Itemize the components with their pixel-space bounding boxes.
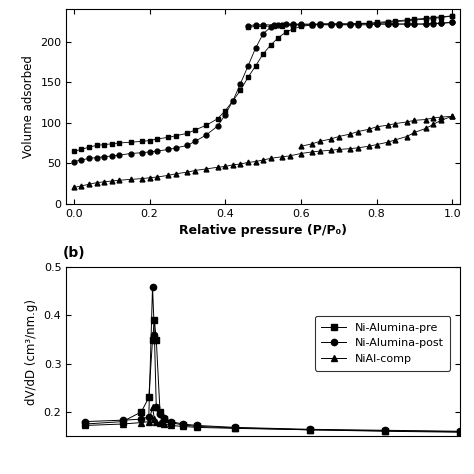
Ni-Alumina-post: [82, 419, 88, 424]
Ni-Alumina-post: [146, 414, 152, 419]
Line: Ni-Alumina-pre: Ni-Alumina-pre: [82, 317, 463, 435]
Ni-Alumina-pre: [120, 419, 126, 424]
NiAl-comp: [180, 424, 185, 429]
Ni-Alumina-pre: [168, 419, 174, 425]
Ni-Alumina-pre: [457, 429, 463, 435]
Y-axis label: Volume adsorbed: Volume adsorbed: [22, 55, 35, 158]
Ni-Alumina-pre: [154, 337, 159, 342]
Ni-Alumina-post: [154, 404, 159, 410]
Ni-Alumina-pre: [138, 409, 144, 415]
Ni-Alumina-post: [382, 428, 388, 433]
NiAl-comp: [152, 416, 157, 422]
Ni-Alumina-pre: [195, 424, 201, 429]
NiAl-comp: [138, 419, 144, 425]
NiAl-comp: [154, 419, 159, 424]
Ni-Alumina-post: [195, 423, 201, 428]
Ni-Alumina-pre: [161, 416, 167, 422]
Ni-Alumina-post: [120, 417, 126, 423]
Ni-Alumina-post: [150, 283, 155, 289]
NiAl-comp: [120, 421, 126, 427]
Ni-Alumina-post: [168, 419, 174, 424]
Ni-Alumina-pre: [382, 428, 388, 434]
Ni-Alumina-post: [138, 416, 144, 422]
Ni-Alumina-post: [457, 428, 463, 434]
Ni-Alumina-post: [152, 332, 157, 337]
Text: (b): (b): [63, 246, 85, 260]
Y-axis label: dV/dD (cm³/nm.g): dV/dD (cm³/nm.g): [25, 299, 38, 405]
Ni-Alumina-post: [307, 427, 313, 432]
NiAl-comp: [195, 425, 201, 430]
Line: NiAl-comp: NiAl-comp: [82, 404, 463, 435]
Ni-Alumina-post: [232, 425, 238, 430]
NiAl-comp: [232, 426, 238, 431]
Ni-Alumina-pre: [82, 421, 88, 427]
NiAl-comp: [457, 429, 463, 435]
Ni-Alumina-pre: [180, 422, 185, 428]
NiAl-comp: [168, 423, 174, 428]
X-axis label: Relative pressure (P/P₀): Relative pressure (P/P₀): [179, 224, 347, 237]
NiAl-comp: [157, 420, 163, 426]
Ni-Alumina-post: [157, 411, 163, 417]
Ni-Alumina-post: [161, 415, 167, 420]
NiAl-comp: [161, 421, 167, 427]
Ni-Alumina-pre: [146, 395, 152, 401]
NiAl-comp: [382, 428, 388, 434]
NiAl-comp: [307, 427, 313, 433]
Ni-Alumina-pre: [150, 337, 155, 342]
NiAl-comp: [82, 423, 88, 428]
NiAl-comp: [146, 419, 152, 424]
Ni-Alumina-pre: [232, 425, 238, 431]
NiAl-comp: [150, 404, 155, 410]
Ni-Alumina-post: [180, 421, 185, 427]
Ni-Alumina-pre: [152, 318, 157, 323]
Ni-Alumina-pre: [157, 409, 163, 415]
Line: Ni-Alumina-post: Ni-Alumina-post: [82, 283, 463, 434]
Ni-Alumina-pre: [307, 427, 313, 433]
Legend: Ni-Alumina-pre, Ni-Alumina-post, NiAl-comp: Ni-Alumina-pre, Ni-Alumina-post, NiAl-co…: [315, 316, 450, 371]
